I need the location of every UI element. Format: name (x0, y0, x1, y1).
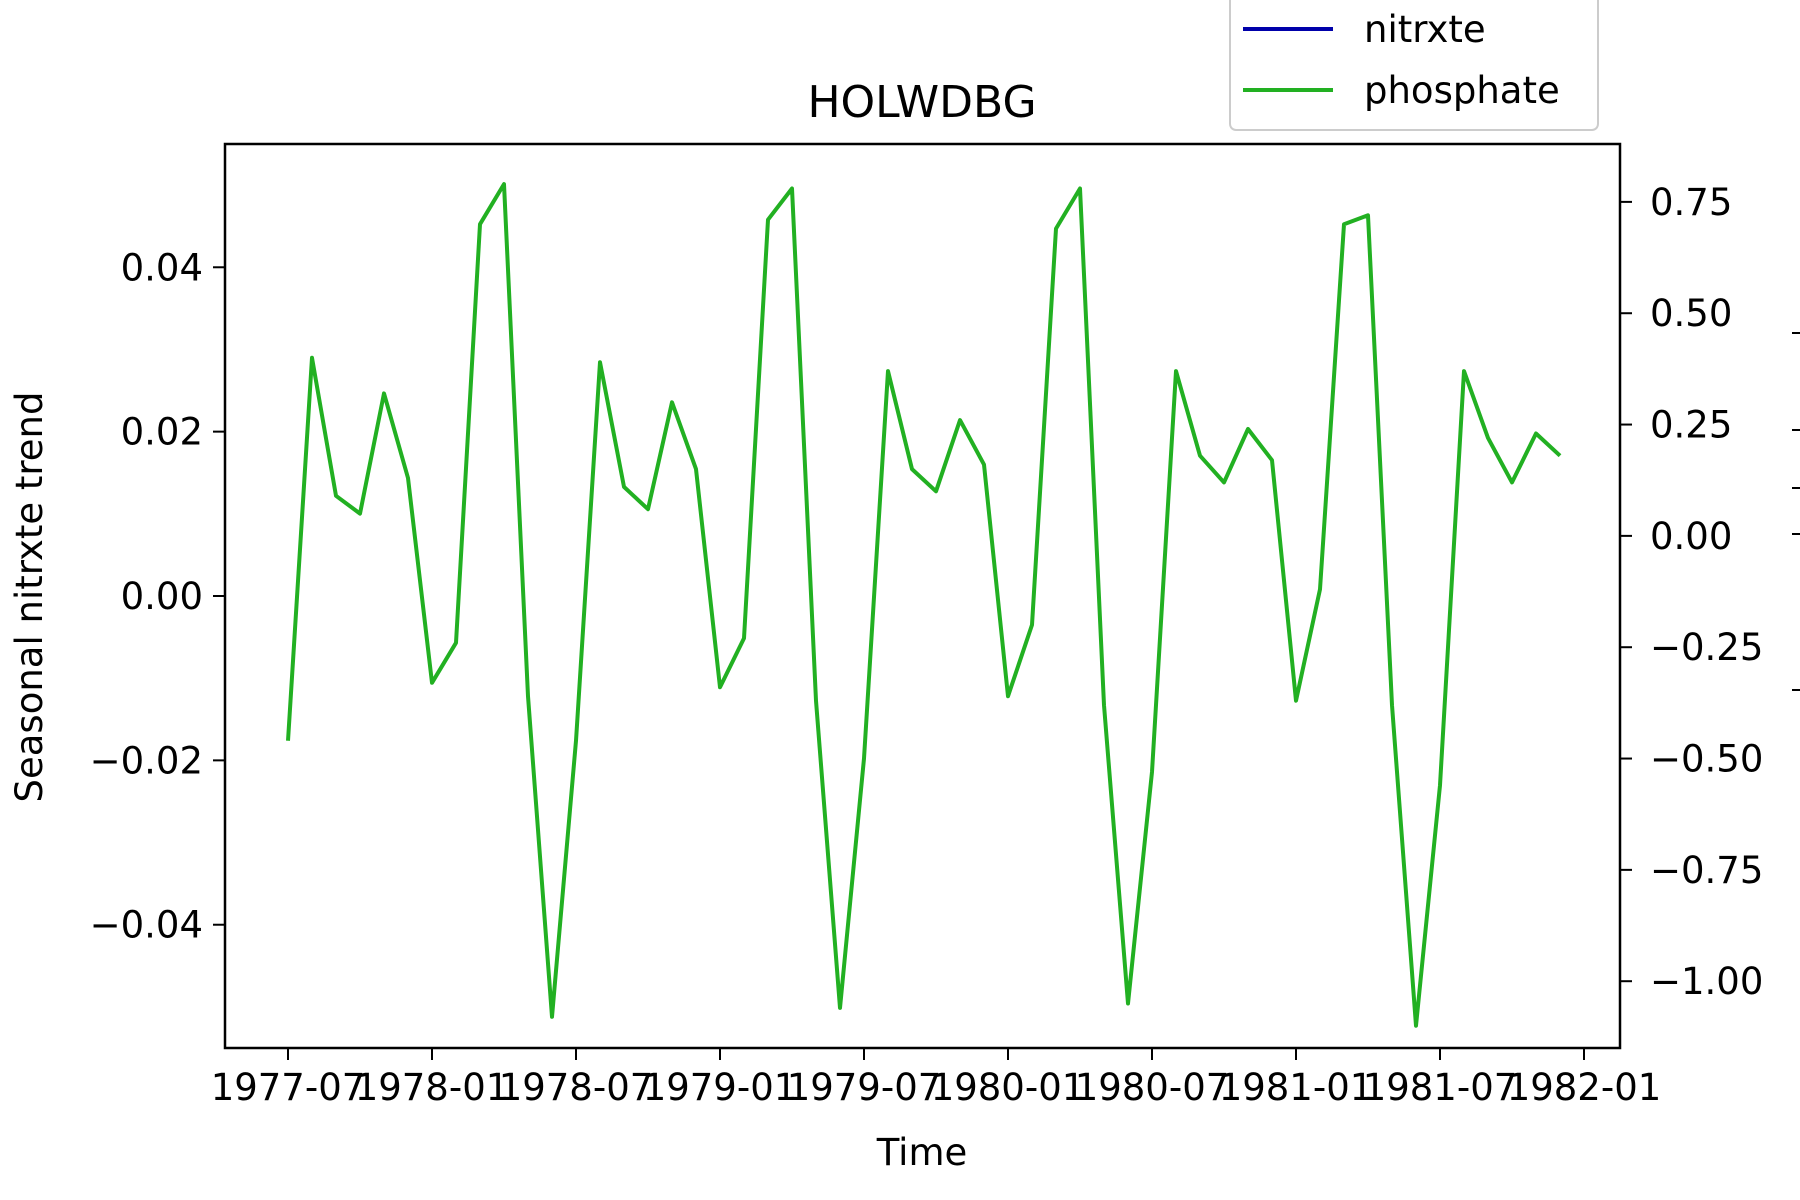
x-tick-label: 1980-01 (931, 1066, 1086, 1109)
x-tick-label: 1980-07 (1075, 1066, 1230, 1109)
legend-label-phosphate: phosphate (1364, 69, 1560, 112)
y-left-tick-label: −0.02 (90, 739, 203, 782)
y-left-tick-label: 0.00 (121, 575, 203, 618)
series-line-phosphate (286, 182, 1562, 1028)
y-axis-right-ticks: 0.75 0.50 0.25 0.00 −0.25 −0.50 −0.75 −1.00 (1620, 181, 1763, 1003)
y-right-tick-label: −0.50 (1650, 738, 1763, 781)
chart-title: HOLWDBG (807, 77, 1036, 128)
y-right-tick-label: 0.00 (1650, 515, 1732, 558)
clipped-right-axis (1792, 332, 1800, 691)
x-tick-label: 1981-07 (1363, 1066, 1518, 1109)
y-right-tick-label: −0.75 (1650, 849, 1763, 892)
legend-label-nitrxte: nitrxte (1364, 8, 1486, 51)
y-axis-left-ticks: 0.04 0.02 0.00 −0.02 −0.04 (90, 246, 225, 947)
y-left-tick-label: −0.04 (90, 904, 203, 947)
y-left-tick-label: 0.02 (121, 411, 203, 454)
y-left-tick-label: 0.04 (121, 246, 203, 289)
y-right-tick-label: 0.25 (1650, 404, 1732, 447)
series-group (286, 182, 1562, 1028)
legend: nitrxte phosphate (1229, 0, 1599, 131)
x-tick-label: 1982-01 (1507, 1066, 1662, 1109)
legend-box (1229, 0, 1599, 131)
y-right-tick-label: −0.25 (1650, 626, 1763, 669)
y-axis-label: Seasonal nitrxte trend (8, 392, 51, 803)
y-right-tick-label: 0.50 (1650, 292, 1732, 335)
x-tick-label: 1979-07 (787, 1066, 942, 1109)
x-tick-label: 1981-01 (1219, 1066, 1374, 1109)
x-axis-label: Time (876, 1131, 968, 1174)
y-right-tick-label: 0.75 (1650, 181, 1732, 224)
x-tick-label: 1978-07 (499, 1066, 654, 1109)
x-axis-ticks: 1977-071978-011978-071979-011979-071980-… (211, 1048, 1662, 1109)
x-tick-label: 1977-07 (211, 1066, 366, 1109)
y-right-tick-label: −1.00 (1650, 960, 1763, 1003)
x-tick-label: 1979-01 (643, 1066, 798, 1109)
x-tick-label: 1978-01 (355, 1066, 510, 1109)
plot-frame (223, 142, 1622, 1050)
